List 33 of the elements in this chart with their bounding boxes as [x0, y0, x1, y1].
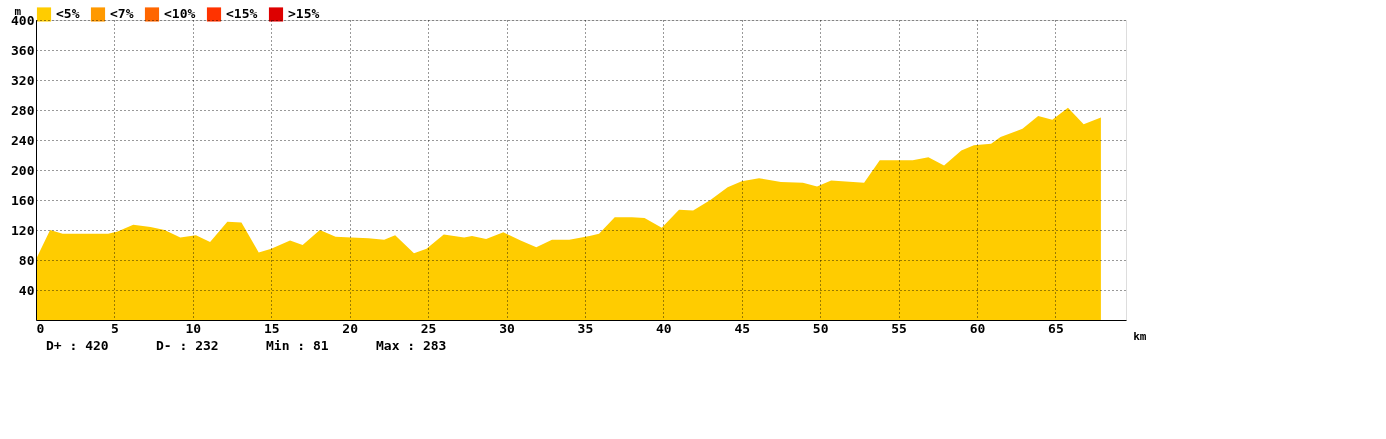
x-tick-label: 45	[734, 320, 751, 336]
text: Max : 283	[376, 338, 447, 353]
legend-label: <5%	[56, 6, 80, 22]
y-tick-label: 200	[11, 162, 35, 178]
y-tick-label: 280	[11, 102, 35, 118]
x-tick-label: 25	[420, 320, 437, 336]
x-tick-label: 5	[111, 320, 119, 336]
x-tick-label: 20	[342, 320, 359, 336]
y-tick-label: 320	[11, 72, 35, 88]
x-axis-title: km	[1133, 329, 1147, 343]
text: Min : 81	[266, 338, 329, 353]
x-tick-label: 35	[577, 320, 594, 336]
y-tick-label: 80	[18, 252, 35, 268]
y-tick-label: 40	[18, 282, 35, 298]
x-tick-label: 55	[891, 320, 907, 336]
x-tick-label: 50	[812, 320, 829, 336]
text: D+ : 420	[46, 338, 109, 353]
legend-label: <7%	[110, 6, 134, 22]
x-tick-label: 65	[1048, 320, 1064, 336]
text: D- : 232	[156, 338, 219, 353]
legend-label: >15%	[288, 6, 320, 22]
x-tick-label: 30	[499, 320, 515, 336]
x-tick-label: 15	[263, 320, 280, 336]
x-tick-label: 0	[36, 320, 45, 336]
legend-label: <15%	[226, 6, 258, 22]
y-tick-label: 160	[11, 192, 35, 208]
x-tick-label: 10	[185, 320, 202, 336]
x-tick-label: 60	[969, 320, 986, 336]
x-tick-label: 40	[656, 320, 672, 336]
y-tick-label: 120	[11, 222, 35, 238]
legend-label: <10%	[164, 6, 196, 22]
y-tick-label: 240	[11, 132, 35, 148]
y-tick-label: 360	[11, 42, 35, 58]
